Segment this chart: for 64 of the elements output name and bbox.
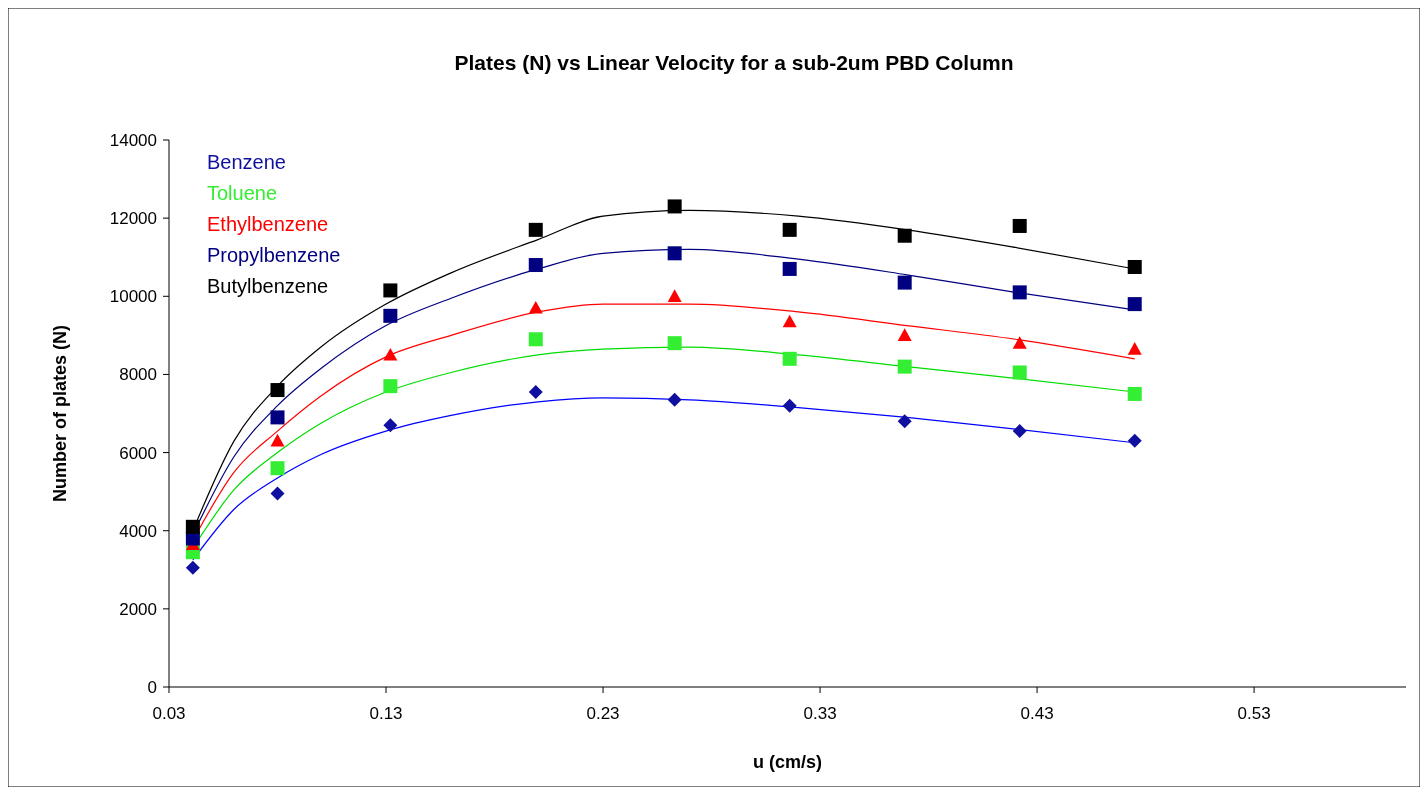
- point: [1127, 342, 1142, 355]
- x-tick-label: 0.13: [369, 704, 403, 723]
- point: [667, 199, 682, 214]
- x-tick-label: 0.53: [1237, 704, 1271, 723]
- point: [782, 398, 797, 413]
- point: [1012, 285, 1027, 300]
- point: [782, 351, 797, 366]
- text: Butylbenzene: [207, 275, 329, 297]
- point: [185, 519, 200, 534]
- x-tick-label: 0.33: [803, 704, 837, 723]
- text: Benzene: [207, 151, 286, 173]
- point: [383, 379, 398, 394]
- y-tick-label: 14000: [109, 130, 157, 150]
- point: [528, 332, 543, 347]
- x-tick-label: 0.23: [586, 704, 620, 723]
- point: [897, 359, 912, 374]
- text: Ethylbenzene: [207, 213, 329, 235]
- point: [782, 314, 797, 328]
- point: [1127, 433, 1142, 448]
- x-tick-label: 0.03: [152, 704, 186, 723]
- y-tick-label: 12000: [109, 209, 157, 229]
- point: [383, 308, 398, 323]
- y-tick-label: 10000: [109, 287, 157, 307]
- point: [1012, 336, 1027, 349]
- point: [528, 258, 543, 273]
- point: [383, 347, 398, 361]
- point: [1127, 297, 1142, 312]
- y-tick-label: 4000: [119, 521, 157, 541]
- point: [383, 283, 398, 298]
- point: [897, 275, 912, 290]
- point: [897, 228, 912, 243]
- point: [528, 222, 543, 237]
- y-tick-label: 8000: [119, 365, 157, 385]
- point: [1127, 259, 1142, 274]
- point: [667, 246, 682, 261]
- y-tick-label: 2000: [119, 599, 157, 619]
- point: [1012, 424, 1027, 439]
- y-axis-title: Number of plates (N): [50, 324, 70, 503]
- point: [667, 289, 682, 302]
- point: [667, 336, 682, 351]
- text: Propylbenzene: [207, 244, 341, 266]
- point: [185, 560, 200, 575]
- point: [1012, 365, 1027, 380]
- point: [667, 392, 682, 407]
- point: [528, 301, 543, 314]
- x-tick-label: 0.43: [1020, 704, 1054, 723]
- point: [270, 461, 285, 476]
- point: [782, 261, 797, 276]
- point: [270, 410, 285, 425]
- y-tick-label: 0: [147, 677, 157, 697]
- point: [270, 486, 285, 501]
- x-axis-title: u (cm/s): [752, 752, 823, 772]
- point: [897, 414, 912, 429]
- point: [1012, 218, 1027, 233]
- point: [528, 385, 543, 400]
- chart-title: Plates (N) vs Linear Velocity for a sub-2um PBD Column: [454, 51, 1014, 74]
- point: [897, 328, 912, 341]
- point: [383, 418, 398, 433]
- point: [270, 433, 285, 447]
- y-tick-label: 6000: [119, 443, 157, 463]
- point: [270, 383, 285, 398]
- point: [782, 222, 797, 237]
- point: [1127, 386, 1142, 401]
- text: Toluene: [207, 182, 278, 204]
